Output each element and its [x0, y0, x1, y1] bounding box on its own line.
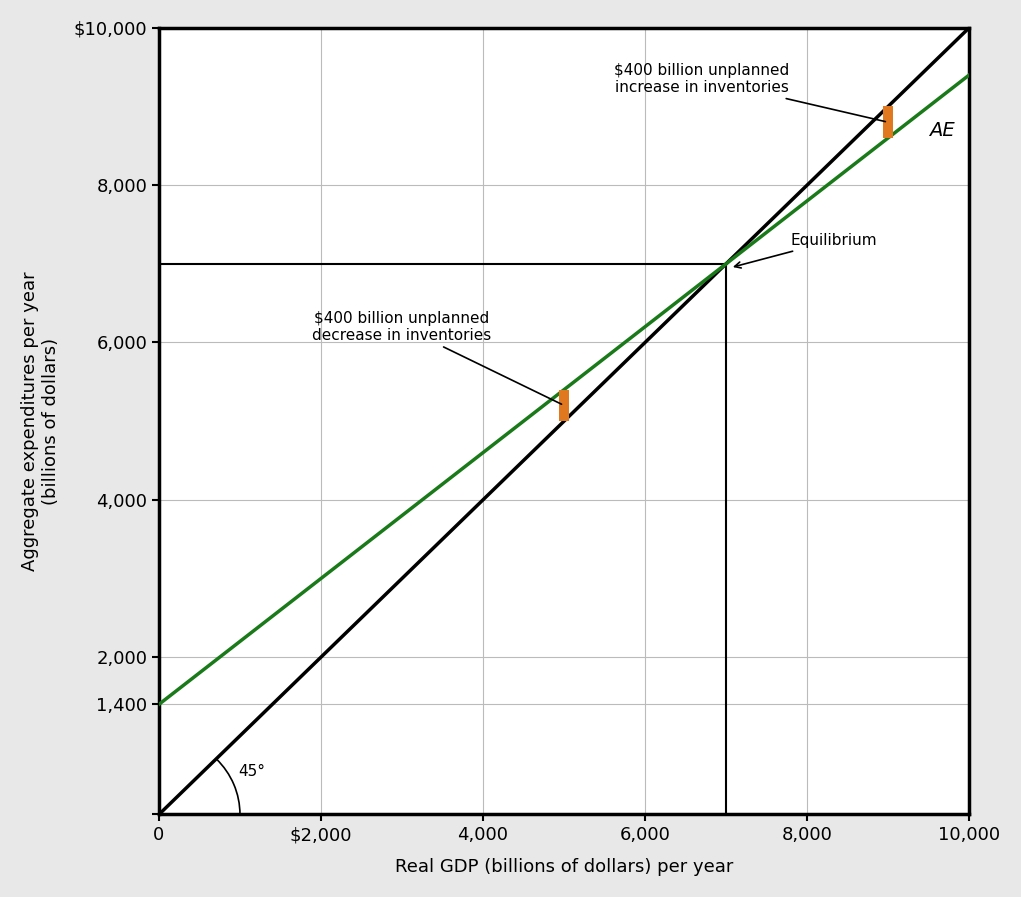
- Text: $400 billion unplanned
increase in inventories: $400 billion unplanned increase in inven…: [614, 63, 885, 122]
- Y-axis label: Aggregate expenditures per year
(billions of dollars): Aggregate expenditures per year (billion…: [20, 271, 59, 571]
- Text: Equilibrium: Equilibrium: [734, 232, 877, 268]
- Text: $400 billion unplanned
decrease in inventories: $400 billion unplanned decrease in inven…: [312, 310, 562, 405]
- X-axis label: Real GDP (billions of dollars) per year: Real GDP (billions of dollars) per year: [395, 858, 733, 876]
- Bar: [883, 107, 893, 138]
- Text: 45°: 45°: [239, 763, 265, 779]
- Bar: [560, 389, 569, 422]
- Text: AE: AE: [928, 120, 955, 140]
